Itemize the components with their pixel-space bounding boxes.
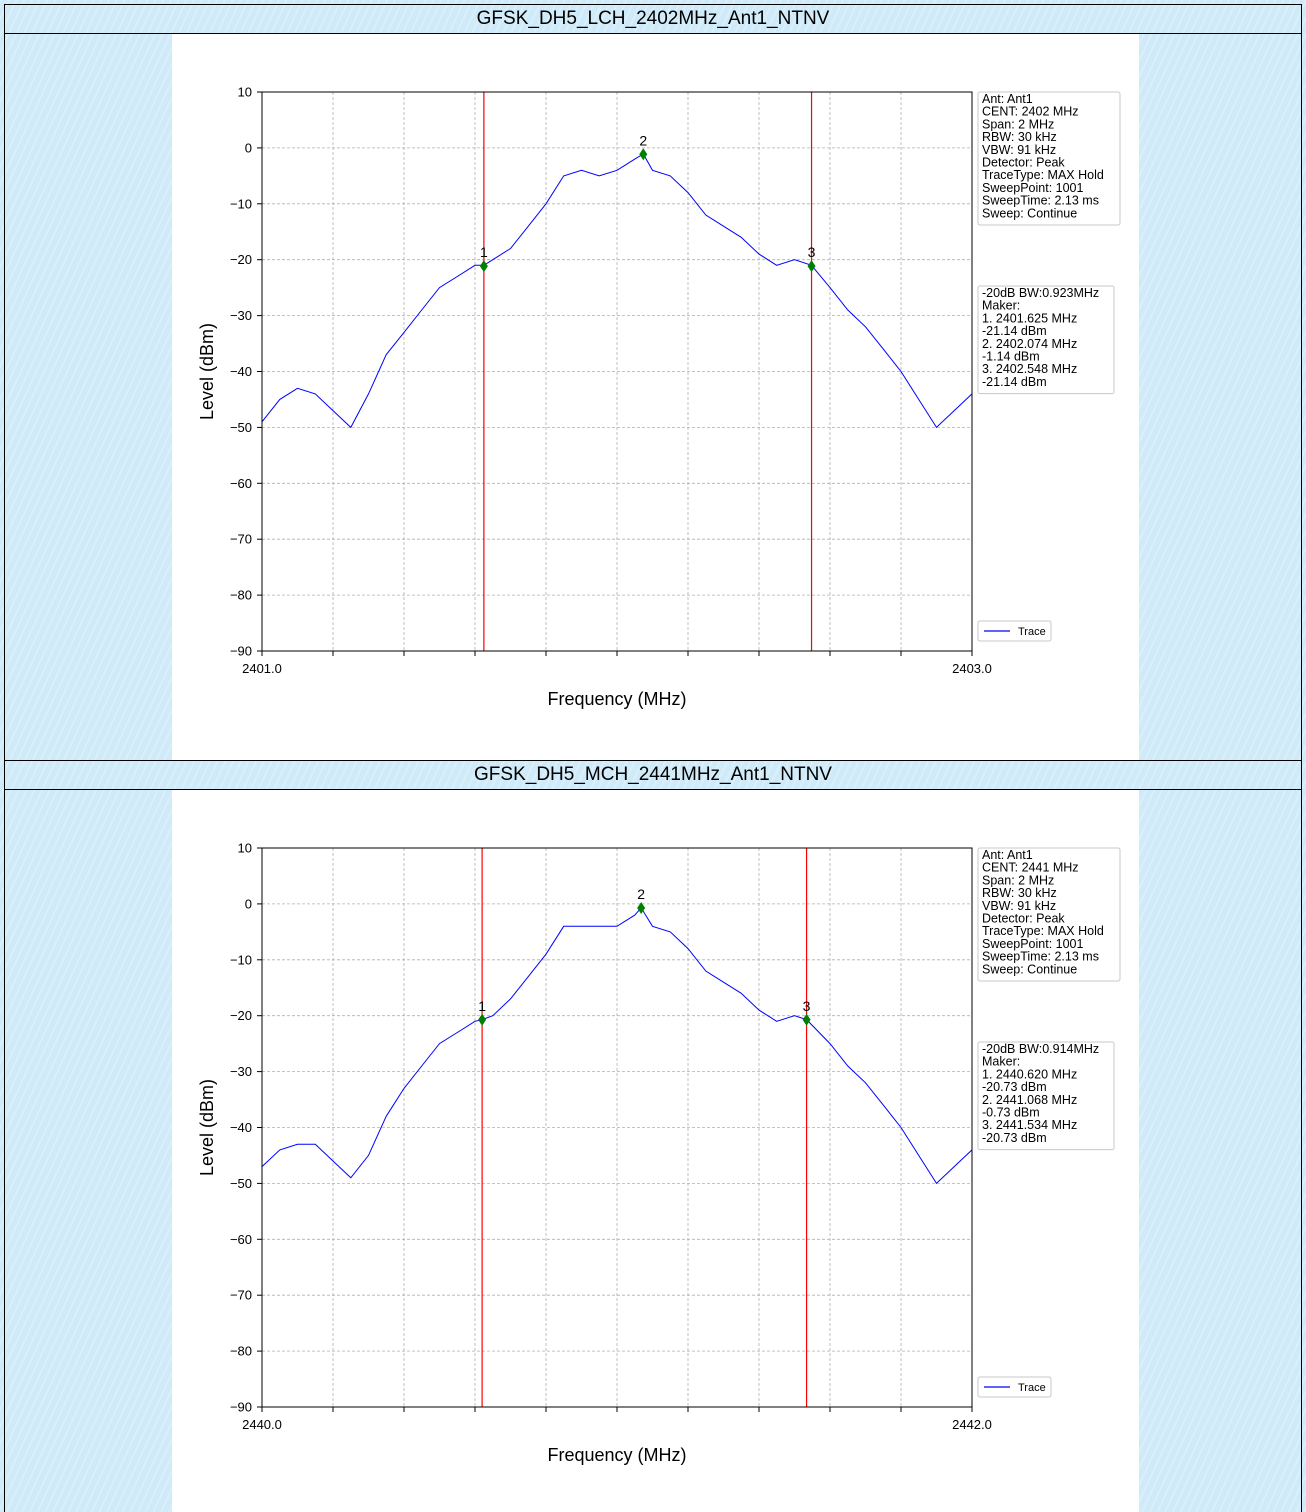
marker-box-line: -21.14 dBm [982,375,1047,389]
info-box-line: TraceType: MAX Hold [982,924,1104,938]
legend-label: Trace [1018,626,1046,638]
marker-box-line: Maker: [982,299,1020,313]
info-box-line: RBW: 30 kHz [982,886,1057,900]
y-tick-label: −40 [230,364,252,379]
y-tick-label: −90 [230,644,252,659]
y-tick-label: 0 [245,896,252,911]
info-box-line: Span: 2 MHz [982,873,1054,887]
marker-box-line: -21.14 dBm [982,324,1047,338]
plot-frame [261,91,973,652]
info-box-line: Sweep: Continue [982,962,1077,976]
marker-label: 2 [637,886,645,902]
spectrum-chart-lch: 10 0 −10 −20 −30 −40 −50 −60 −70 −80 −90 2401.0 2403… [172,34,1139,760]
info-box-line: VBW: 91 kHz [982,899,1056,913]
marker-box-line: -20dB BW:0.923MHz [982,286,1099,300]
y-tick-label: −30 [230,308,252,323]
info-box-line: VBW: 91 kHz [982,143,1056,157]
marker-box-line: 3. 2402.548 MHz [982,362,1077,376]
info-box-line: SweepTime: 2.13 ms [982,194,1099,208]
y-tick-label: 10 [238,85,252,100]
plot-frame [261,847,973,1408]
section-divider [5,760,1301,761]
marker-box-line: 3. 2441.534 MHz [982,1118,1077,1132]
y-tick-label: −80 [230,1344,252,1359]
marker-box [977,1041,1115,1151]
marker-point [478,1013,487,1026]
marker-box-line: -20dB BW:0.914MHz [982,1042,1099,1056]
x-axis-label: Frequency (MHz) [547,689,686,709]
y-tick-label: −40 [230,1120,252,1135]
marker-box [977,285,1115,395]
marker-box-line: 2. 2441.068 MHz [982,1093,1077,1107]
info-box-line: TraceType: MAX Hold [982,168,1104,182]
legend-box [977,620,1052,642]
marker-point [479,260,488,273]
trace-line [261,153,973,429]
y-tick-label: −70 [230,532,252,547]
marker-box-line: 1. 2440.620 MHz [982,1067,1077,1081]
y-tick-label: −50 [230,1176,252,1191]
section-title-mch: GFSK_DH5_MCH_2441MHz_Ant1_NTNV [5,761,1301,790]
info-box-line: Sweep: Continue [982,206,1077,220]
info-box-line: Detector: Peak [982,156,1065,170]
marker-label: 1 [478,998,486,1014]
marker-box-line: -20.73 dBm [982,1131,1047,1145]
y-tick-label: −20 [230,252,252,267]
info-box-line: SweepPoint: 1001 [982,937,1084,951]
marker-box-line: -0.73 dBm [982,1106,1040,1120]
marker-label: 2 [639,132,647,148]
y-tick-label: −10 [230,952,252,967]
x-tick-label: 2403.0 [952,661,992,676]
legend-box [977,1376,1052,1398]
info-box-line: SweepTime: 2.13 ms [982,950,1099,964]
y-tick-label: 10 [238,841,252,856]
y-tick-label: −90 [230,1400,252,1415]
marker-point [637,901,646,914]
info-box-line: Ant: Ant1 [982,92,1033,106]
marker-label: 1 [480,244,488,260]
marker-box-line: 1. 2401.625 MHz [982,311,1077,325]
info-box-line: Ant: Ant1 [982,848,1033,862]
info-box-line: SweepPoint: 1001 [982,181,1084,195]
x-tick-label: 2440.0 [242,1417,282,1432]
info-box-line: CENT: 2441 MHz [982,861,1079,875]
legend-label: Trace [1018,1382,1046,1394]
info-box-line: RBW: 30 kHz [982,130,1057,144]
report-frame [4,4,1302,1512]
y-tick-label: −60 [230,476,252,491]
marker-label: 3 [803,998,811,1014]
y-tick-label: −20 [230,1008,252,1023]
y-tick-label: −60 [230,1232,252,1247]
info-box-line: Detector: Peak [982,912,1065,926]
info-box-line: Span: 2 MHz [982,117,1054,131]
marker-box-line: 2. 2402.074 MHz [982,337,1077,351]
y-tick-label: −10 [230,196,252,211]
trace-line [261,906,973,1185]
x-axis-label: Frequency (MHz) [547,1445,686,1465]
y-tick-label: 0 [245,140,252,155]
marker-point [639,148,648,161]
section-title-lch: GFSK_DH5_LCH_2402MHz_Ant1_NTNV [5,5,1301,34]
y-tick-label: −80 [230,588,252,603]
y-tick-label: −50 [230,420,252,435]
y-axis-label: Level (dBm) [197,323,217,420]
spectrum-chart-mch: 10 0 −10 −20 −30 −40 −50 −60 −70 −80 −90 2440.0 2442… [172,790,1139,1512]
info-box [977,91,1121,226]
y-tick-label: −30 [230,1064,252,1079]
marker-label: 3 [808,244,816,260]
y-tick-label: −70 [230,1288,252,1303]
marker-point [807,260,816,273]
y-axis-label: Level (dBm) [197,1079,217,1176]
x-tick-label: 2442.0 [952,1417,992,1432]
info-box-line: CENT: 2402 MHz [982,105,1079,119]
marker-box-line: -20.73 dBm [982,1080,1047,1094]
marker-point [802,1013,811,1026]
info-box [977,847,1121,982]
x-tick-label: 2401.0 [242,661,282,676]
marker-box-line: -1.14 dBm [982,350,1040,364]
marker-box-line: Maker: [982,1055,1020,1069]
